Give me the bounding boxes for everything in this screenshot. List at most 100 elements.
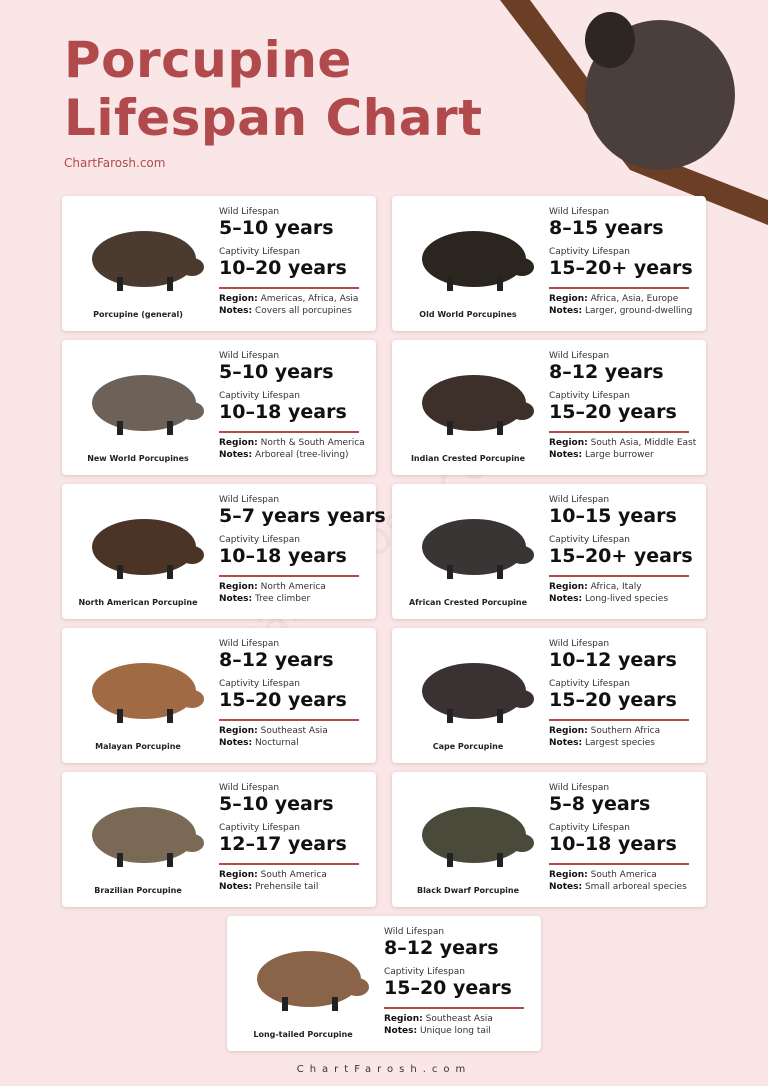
notes: Unique long tail	[419, 1026, 491, 1036]
notes-row: Notes: Arboreal (tree-living)	[219, 450, 349, 460]
notes: Small arboreal species	[584, 882, 687, 892]
region: Americas, Africa, Asia	[260, 294, 359, 304]
notes-label: Notes:	[384, 1026, 418, 1036]
wild-lifespan: 5–10 years	[219, 217, 334, 239]
animal-image	[257, 951, 369, 1011]
animal-image	[422, 231, 534, 291]
region: North America	[260, 582, 326, 592]
captivity-lifespan: 15–20+ years	[549, 257, 693, 279]
region: Southeast Asia	[425, 1014, 493, 1024]
captivity-label: Captivity Lifespan	[219, 823, 300, 833]
divider	[219, 863, 359, 865]
notes-label: Notes:	[219, 738, 253, 748]
animal-image	[422, 807, 534, 867]
region: Southeast Asia	[260, 726, 328, 736]
notes-row: Notes: Prehensile tail	[219, 882, 318, 892]
wild-lifespan: 8–15 years	[549, 217, 664, 239]
captivity-lifespan: 10–20 years	[219, 257, 347, 279]
divider	[549, 719, 689, 721]
captivity-label: Captivity Lifespan	[219, 535, 300, 545]
wild-label: Wild Lifespan	[549, 207, 610, 217]
region: Africa, Italy	[590, 582, 642, 592]
animal-image	[92, 807, 204, 867]
region-row: Region: Southern Africa	[549, 726, 660, 736]
notes: Prehensile tail	[254, 882, 319, 892]
captivity-lifespan: 15–20 years	[219, 689, 347, 711]
notes-row: Notes: Covers all porcupines	[219, 306, 352, 316]
species-card: Cape Porcupine Wild Lifespan 10–12 years Ca…	[392, 628, 706, 763]
region-row: Region: South America	[219, 870, 327, 880]
region-row: Region: North & South America	[219, 438, 365, 448]
captivity-lifespan: 15–20 years	[384, 977, 512, 999]
region: Africa, Asia, Europe	[590, 294, 679, 304]
region-row: Region: South Asia, Middle East	[549, 438, 696, 448]
notes-row: Notes: Nocturnal	[219, 738, 299, 748]
notes: Arboreal (tree-living)	[254, 450, 349, 460]
notes-row: Notes: Large burrower	[549, 450, 654, 460]
species-name: Black Dwarf Porcupine	[416, 886, 520, 895]
region-row: Region: Americas, Africa, Asia	[219, 294, 358, 304]
captivity-lifespan: 15–20 years	[549, 401, 677, 423]
notes-label: Notes:	[549, 882, 583, 892]
region-label: Region:	[549, 870, 588, 880]
region: South America	[590, 870, 657, 880]
captivity-label: Captivity Lifespan	[549, 679, 630, 689]
wild-label: Wild Lifespan	[549, 639, 610, 649]
species-name: Malayan Porcupine	[95, 742, 181, 751]
notes: Large burrower	[584, 450, 654, 460]
captivity-lifespan: 15–20 years	[549, 689, 677, 711]
notes-row: Notes: Largest species	[549, 738, 655, 748]
species-name: Brazilian Porcupine	[94, 886, 182, 895]
wild-label: Wild Lifespan	[549, 351, 610, 361]
divider	[219, 575, 359, 577]
region: South Asia, Middle East	[590, 438, 697, 448]
animal-image	[92, 375, 204, 435]
captivity-lifespan: 15–20+ years	[549, 545, 693, 567]
captivity-lifespan: 10–18 years	[219, 401, 347, 423]
region-label: Region:	[549, 294, 588, 304]
species-name: African Crested Porcupine	[408, 598, 528, 607]
wild-lifespan: 8–12 years	[549, 361, 664, 383]
hero-illustration	[500, 0, 768, 225]
region-label: Region:	[219, 582, 258, 592]
notes: Largest species	[584, 738, 655, 748]
wild-label: Wild Lifespan	[219, 495, 280, 505]
wild-lifespan: 8–12 years	[219, 649, 334, 671]
region-label: Region:	[219, 870, 258, 880]
wild-label: Wild Lifespan	[384, 927, 445, 937]
notes: Tree climber	[254, 594, 311, 604]
notes: Covers all porcupines	[254, 306, 352, 316]
region-label: Region:	[219, 438, 258, 448]
species-name: Cape Porcupine	[432, 742, 504, 751]
captivity-label: Captivity Lifespan	[549, 391, 630, 401]
species-card: Old World Porcupines Wild Lifespan 8–15 ye…	[392, 196, 706, 331]
notes-row: Notes: Tree climber	[219, 594, 310, 604]
region-row: Region: Southeast Asia	[384, 1014, 493, 1024]
notes-label: Notes:	[549, 306, 583, 316]
wild-lifespan: 10–15 years	[549, 505, 677, 527]
title-line: Porcupine	[64, 31, 352, 89]
region-label: Region:	[549, 438, 588, 448]
species-card: Porcupine (general) Wild Lifespan 5–10 yea…	[62, 196, 376, 331]
notes-label: Notes:	[219, 450, 253, 460]
region-row: Region: Africa, Asia, Europe	[549, 294, 678, 304]
region-label: Region:	[219, 726, 258, 736]
notes-label: Notes:	[549, 450, 583, 460]
species-card: Black Dwarf Porcupine Wild Lifespan 5–8 ye…	[392, 772, 706, 907]
region-label: Region:	[384, 1014, 423, 1024]
wild-label: Wild Lifespan	[549, 783, 610, 793]
animal-image	[422, 663, 534, 723]
animal-image	[92, 519, 204, 579]
captivity-label: Captivity Lifespan	[219, 391, 300, 401]
species-name: North American Porcupine	[78, 598, 198, 607]
captivity-label: Captivity Lifespan	[549, 535, 630, 545]
species-card: North American Porcupine Wild Lifespan 5–7…	[62, 484, 386, 619]
animal-image	[92, 663, 204, 723]
species-card: Brazilian Porcupine Wild Lifespan 5–10 yea…	[62, 772, 376, 907]
divider	[549, 431, 689, 433]
notes-label: Notes:	[549, 738, 583, 748]
footer: ChartFarosh.com	[296, 1064, 472, 1075]
captivity-lifespan: 12–17 years	[219, 833, 347, 855]
species-card: Malayan Porcupine Wild Lifespan 8–12 years…	[62, 628, 376, 763]
